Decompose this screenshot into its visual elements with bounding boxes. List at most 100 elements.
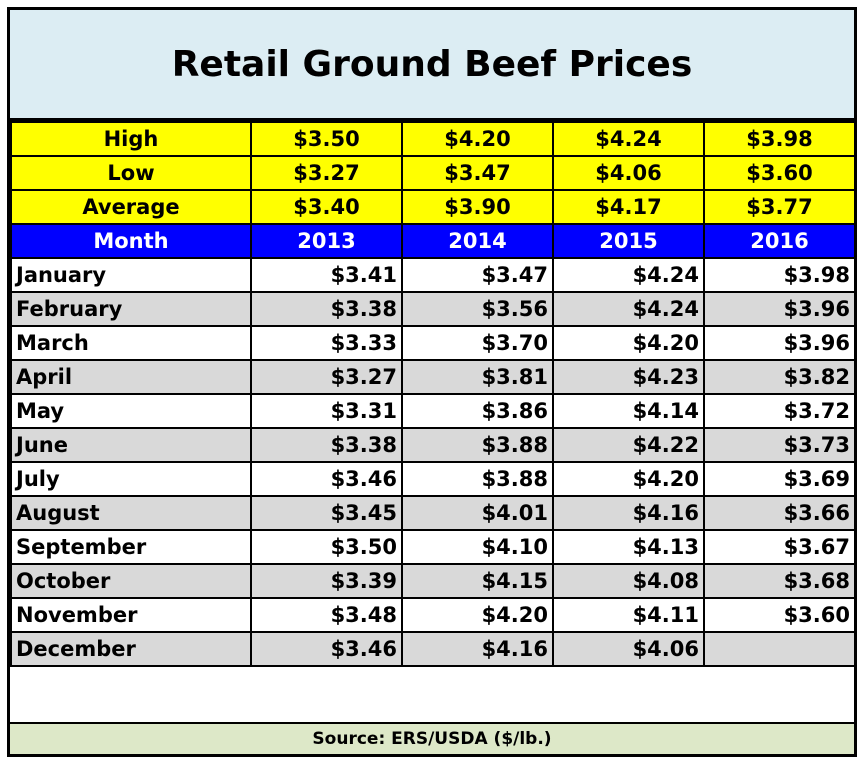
stat-value: $3.98 xyxy=(703,121,856,157)
price-cell: $3.82 xyxy=(703,359,856,395)
price-cell: $3.31 xyxy=(250,393,403,429)
month-label: October xyxy=(10,563,252,599)
price-cell: $3.38 xyxy=(250,291,403,327)
price-cell: $3.96 xyxy=(703,325,856,361)
price-cell: $4.20 xyxy=(401,597,554,633)
stat-value: $3.50 xyxy=(250,121,403,157)
table-row: April $3.27 $3.81 $4.23 $3.82 xyxy=(10,359,856,395)
price-cell: $3.73 xyxy=(703,427,856,463)
table-row: March $3.33 $3.70 $4.20 $3.96 xyxy=(10,325,856,361)
table-title: Retail Ground Beef Prices xyxy=(10,10,854,121)
price-cell: $3.68 xyxy=(703,563,856,599)
price-cell: $3.38 xyxy=(250,427,403,463)
price-cell: $4.20 xyxy=(552,461,705,497)
table-row: January $3.41 $3.47 $4.24 $3.98 xyxy=(10,257,856,293)
price-cell: $3.33 xyxy=(250,325,403,361)
stats-row-low: Low $3.27 $3.47 $4.06 $3.60 xyxy=(10,155,856,191)
price-cell: $3.46 xyxy=(250,461,403,497)
price-cell: $4.15 xyxy=(401,563,554,599)
table-row: June $3.38 $3.88 $4.22 $3.73 xyxy=(10,427,856,463)
month-label: August xyxy=(10,495,252,531)
stats-row-average: Average $3.40 $3.90 $4.17 $3.77 xyxy=(10,189,856,225)
table-row: August $3.45 $4.01 $4.16 $3.66 xyxy=(10,495,856,531)
price-cell: $3.86 xyxy=(401,393,554,429)
price-cell: $4.08 xyxy=(552,563,705,599)
stat-value: $3.90 xyxy=(401,189,554,225)
price-cell: $3.69 xyxy=(703,461,856,497)
month-label: December xyxy=(10,631,252,667)
price-cell: $4.16 xyxy=(401,631,554,667)
table-row: February $3.38 $3.56 $4.24 $3.96 xyxy=(10,291,856,327)
month-label: November xyxy=(10,597,252,633)
column-header-row: Month 2013 2014 2015 2016 xyxy=(10,223,856,259)
source-note: Source: ERS/USDA ($/lb.) xyxy=(10,722,854,754)
price-cell: $4.01 xyxy=(401,495,554,531)
price-cell: $3.98 xyxy=(703,257,856,293)
price-cell: $4.10 xyxy=(401,529,554,565)
month-label: January xyxy=(10,257,252,293)
price-cell: $3.27 xyxy=(250,359,403,395)
price-cell: $4.06 xyxy=(552,631,705,667)
price-cell: $3.47 xyxy=(401,257,554,293)
stat-label: Average xyxy=(10,189,252,225)
price-cell: $3.96 xyxy=(703,291,856,327)
stat-value: $3.27 xyxy=(250,155,403,191)
price-cell: $4.11 xyxy=(552,597,705,633)
price-cell: $3.41 xyxy=(250,257,403,293)
stat-label: High xyxy=(10,121,252,157)
month-label: June xyxy=(10,427,252,463)
month-label: May xyxy=(10,393,252,429)
stat-value: $3.60 xyxy=(703,155,856,191)
price-cell: $4.14 xyxy=(552,393,705,429)
year-header: 2013 xyxy=(250,223,403,259)
year-header: 2016 xyxy=(703,223,856,259)
table-row: October $3.39 $4.15 $4.08 $3.68 xyxy=(10,563,856,599)
month-header: Month xyxy=(10,223,252,259)
price-cell: $4.20 xyxy=(552,325,705,361)
stat-label: Low xyxy=(10,155,252,191)
price-cell: $3.70 xyxy=(401,325,554,361)
price-table-frame: Retail Ground Beef Prices High $3.50 $4.20… xyxy=(7,7,857,757)
price-cell: $3.56 xyxy=(401,291,554,327)
table-row: December $3.46 $4.16 $4.06 xyxy=(10,631,856,667)
stat-value: $3.40 xyxy=(250,189,403,225)
price-cell: $3.72 xyxy=(703,393,856,429)
year-header: 2014 xyxy=(401,223,554,259)
stat-value: $4.20 xyxy=(401,121,554,157)
price-cell: $4.16 xyxy=(552,495,705,531)
price-cell: $4.13 xyxy=(552,529,705,565)
price-cell: $4.24 xyxy=(552,291,705,327)
price-cell: $3.88 xyxy=(401,461,554,497)
table-row: May $3.31 $3.86 $4.14 $3.72 xyxy=(10,393,856,429)
price-cell: $3.46 xyxy=(250,631,403,667)
month-label: April xyxy=(10,359,252,395)
month-label: February xyxy=(10,291,252,327)
stat-value: $4.06 xyxy=(552,155,705,191)
stats-row-high: High $3.50 $4.20 $4.24 $3.98 xyxy=(10,121,856,157)
month-label: July xyxy=(10,461,252,497)
month-label: September xyxy=(10,529,252,565)
price-cell: $3.48 xyxy=(250,597,403,633)
month-label: March xyxy=(10,325,252,361)
table-row: September $3.50 $4.10 $4.13 $3.67 xyxy=(10,529,856,565)
table-row: July $3.46 $3.88 $4.20 $3.69 xyxy=(10,461,856,497)
price-cell: $3.60 xyxy=(703,597,856,633)
stat-value: $3.77 xyxy=(703,189,856,225)
price-cell: $3.39 xyxy=(250,563,403,599)
price-cell: $3.45 xyxy=(250,495,403,531)
price-table: High $3.50 $4.20 $4.24 $3.98 Low $3.27 $3.47 $4.… xyxy=(10,121,856,667)
table-row: November $3.48 $4.20 $4.11 $3.60 xyxy=(10,597,856,633)
price-cell xyxy=(703,631,856,667)
stat-value: $3.47 xyxy=(401,155,554,191)
stat-value: $4.24 xyxy=(552,121,705,157)
stat-value: $4.17 xyxy=(552,189,705,225)
price-cell: $3.66 xyxy=(703,495,856,531)
price-cell: $4.24 xyxy=(552,257,705,293)
price-cell: $4.23 xyxy=(552,359,705,395)
year-header: 2015 xyxy=(552,223,705,259)
price-cell: $3.81 xyxy=(401,359,554,395)
price-cell: $3.50 xyxy=(250,529,403,565)
price-cell: $3.67 xyxy=(703,529,856,565)
price-cell: $3.88 xyxy=(401,427,554,463)
price-cell: $4.22 xyxy=(552,427,705,463)
